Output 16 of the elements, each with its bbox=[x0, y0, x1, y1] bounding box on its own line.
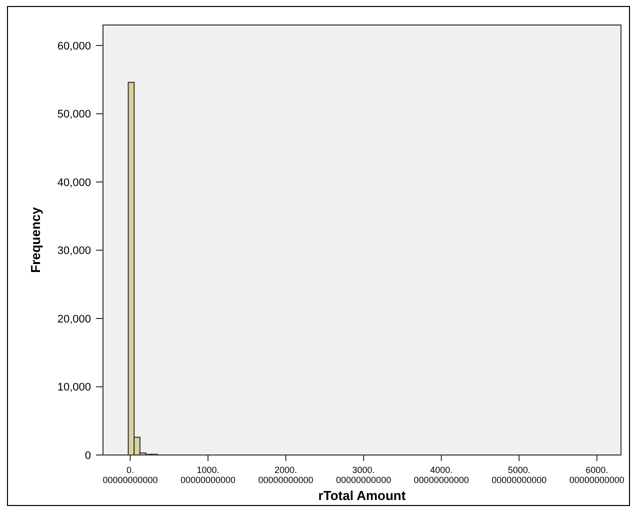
y-tick-label: 50,000 bbox=[57, 108, 91, 121]
y-tick-label: 60,000 bbox=[57, 40, 91, 52]
x-axis-title: rTotal Amount bbox=[318, 488, 406, 503]
y-tick-label: 30,000 bbox=[57, 245, 91, 258]
y-tick-label: 40,000 bbox=[57, 176, 91, 189]
x-tick-label: 4000.00000000000 bbox=[414, 465, 469, 485]
y-axis-title: Frequency bbox=[28, 206, 43, 273]
y-tick-label: 10,000 bbox=[57, 382, 91, 394]
x-tick-label: 2000.00000000000 bbox=[258, 465, 314, 485]
x-tick-label: 0.00000000000 bbox=[102, 465, 158, 485]
x-tick-label: 6000.00000000000 bbox=[569, 465, 624, 485]
y-tick-label: 20,000 bbox=[57, 313, 91, 326]
x-tick-label: 5000.00000000000 bbox=[492, 465, 547, 485]
y-tick-label: 0 bbox=[84, 450, 91, 462]
x-tick-label: 3000.00000000000 bbox=[336, 465, 392, 485]
x-tick-label: 1000.00000000000 bbox=[180, 465, 236, 485]
